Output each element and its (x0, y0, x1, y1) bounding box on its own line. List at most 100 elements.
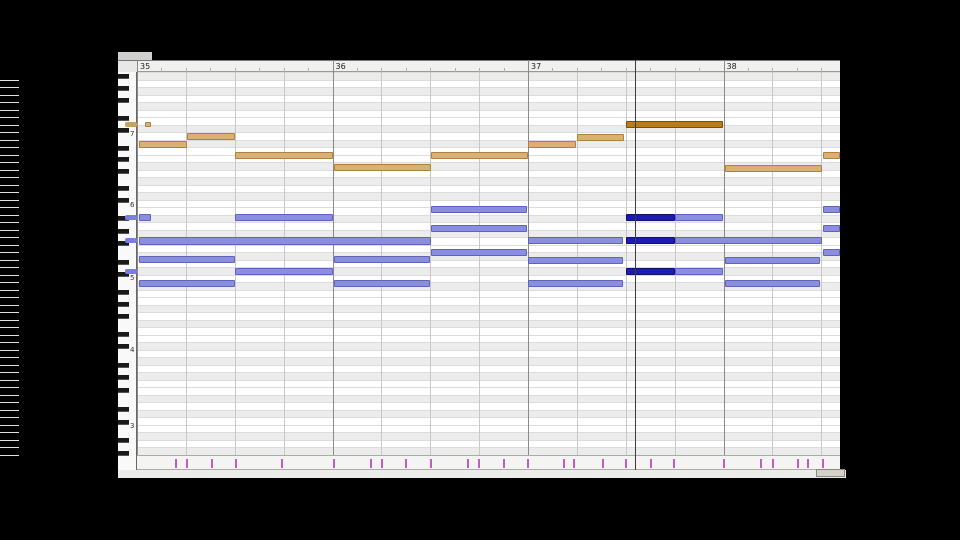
piano-key-black[interactable] (118, 216, 129, 221)
note-onset-tick[interactable] (430, 459, 432, 468)
note-onset-tick[interactable] (503, 459, 505, 468)
playhead-line[interactable] (635, 60, 636, 470)
note-onset-tick[interactable] (797, 459, 799, 468)
midi-note[interactable] (823, 152, 840, 159)
note-onset-tick[interactable] (281, 459, 283, 468)
key-separator-line (0, 94, 19, 96)
midi-note[interactable] (431, 225, 527, 232)
note-onset-tick[interactable] (807, 459, 809, 468)
note-onset-tick[interactable] (573, 459, 575, 468)
piano-key-black[interactable] (118, 98, 129, 103)
beat-line (479, 72, 481, 470)
midi-note[interactable] (235, 152, 333, 159)
midi-note[interactable] (139, 141, 187, 148)
piano-key-black[interactable] (118, 74, 129, 79)
note-onset-tick[interactable] (673, 459, 675, 468)
piano-key-black[interactable] (118, 198, 129, 203)
midi-note[interactable] (675, 237, 822, 244)
midi-note[interactable] (334, 280, 430, 287)
midi-note[interactable] (725, 165, 822, 172)
midi-note[interactable] (235, 268, 333, 275)
midi-note[interactable] (626, 214, 675, 221)
note-onset-tick[interactable] (467, 459, 469, 468)
midi-note[interactable] (577, 134, 624, 141)
midi-note[interactable] (431, 249, 527, 256)
piano-key-black[interactable] (118, 272, 129, 277)
midi-note[interactable] (431, 206, 527, 213)
piano-key-black[interactable] (118, 116, 129, 121)
midi-note[interactable] (725, 280, 820, 287)
piano-key-black[interactable] (118, 86, 129, 91)
piano-key-black[interactable] (118, 375, 129, 380)
midi-note[interactable] (235, 214, 333, 221)
note-onset-tick[interactable] (625, 459, 627, 468)
note-onset-tick[interactable] (723, 459, 725, 468)
beat-line (576, 72, 578, 470)
piano-key-black[interactable] (118, 169, 129, 174)
piano-key-black[interactable] (118, 128, 129, 133)
midi-note[interactable] (725, 257, 820, 264)
note-onset-tick[interactable] (760, 459, 762, 468)
ruler-tick-mark (479, 68, 481, 72)
note-onset-tick[interactable] (211, 459, 213, 468)
midi-note[interactable] (528, 237, 623, 244)
measure-ruler[interactable]: 35 36 37 38 (137, 60, 840, 72)
note-onset-tick[interactable] (235, 459, 237, 468)
midi-note[interactable] (139, 214, 151, 221)
midi-note[interactable] (334, 164, 431, 171)
note-grid[interactable] (137, 72, 840, 455)
note-onset-tick[interactable] (527, 459, 529, 468)
midi-note[interactable] (626, 121, 723, 128)
midi-note[interactable] (145, 122, 151, 127)
midi-note[interactable] (626, 268, 675, 275)
piano-key-black[interactable] (118, 388, 129, 393)
piano-key-black[interactable] (118, 186, 129, 191)
midi-note[interactable] (528, 257, 623, 264)
piano-key-black[interactable] (118, 290, 129, 295)
piano-key-black[interactable] (118, 314, 129, 319)
piano-key-black[interactable] (118, 302, 129, 307)
piano-key-black[interactable] (118, 451, 129, 456)
midi-note[interactable] (187, 133, 235, 140)
note-onset-tick[interactable] (650, 459, 652, 468)
midi-note[interactable] (675, 268, 723, 275)
midi-note[interactable] (823, 249, 840, 256)
piano-key-black[interactable] (118, 438, 129, 443)
piano-key-black[interactable] (118, 157, 129, 162)
onset-lane[interactable] (137, 455, 840, 470)
midi-note[interactable] (528, 280, 623, 287)
midi-note[interactable] (431, 152, 528, 159)
note-onset-tick[interactable] (370, 459, 372, 468)
note-onset-tick[interactable] (478, 459, 480, 468)
midi-note[interactable] (823, 225, 840, 232)
note-onset-tick[interactable] (772, 459, 774, 468)
key-separator-line (0, 387, 19, 388)
piano-key-black[interactable] (118, 260, 129, 265)
piano-key-black[interactable] (118, 344, 129, 349)
note-onset-tick[interactable] (602, 459, 604, 468)
piano-key-black[interactable] (118, 407, 129, 412)
note-onset-tick[interactable] (822, 459, 824, 468)
note-onset-tick[interactable] (405, 459, 407, 468)
piano-key-black[interactable] (118, 146, 129, 151)
piano-key-black[interactable] (118, 229, 129, 234)
midi-note[interactable] (139, 237, 431, 245)
note-onset-tick[interactable] (333, 459, 335, 468)
midi-note[interactable] (626, 237, 675, 244)
midi-note[interactable] (675, 214, 723, 221)
grid-row-line (137, 274, 840, 276)
midi-note[interactable] (528, 141, 576, 148)
note-onset-tick[interactable] (563, 459, 565, 468)
piano-key-black[interactable] (118, 363, 129, 368)
note-onset-tick[interactable] (175, 459, 177, 468)
piano-key-black[interactable] (118, 241, 129, 246)
note-onset-tick[interactable] (381, 459, 383, 468)
piano-key-black[interactable] (118, 420, 129, 425)
midi-note[interactable] (823, 206, 840, 213)
note-onset-tick[interactable] (186, 459, 188, 468)
midi-note[interactable] (139, 256, 235, 263)
midi-note[interactable] (334, 256, 430, 263)
horizontal-scrollbar[interactable] (816, 469, 845, 477)
piano-key-black[interactable] (118, 332, 129, 337)
midi-note[interactable] (139, 280, 235, 287)
